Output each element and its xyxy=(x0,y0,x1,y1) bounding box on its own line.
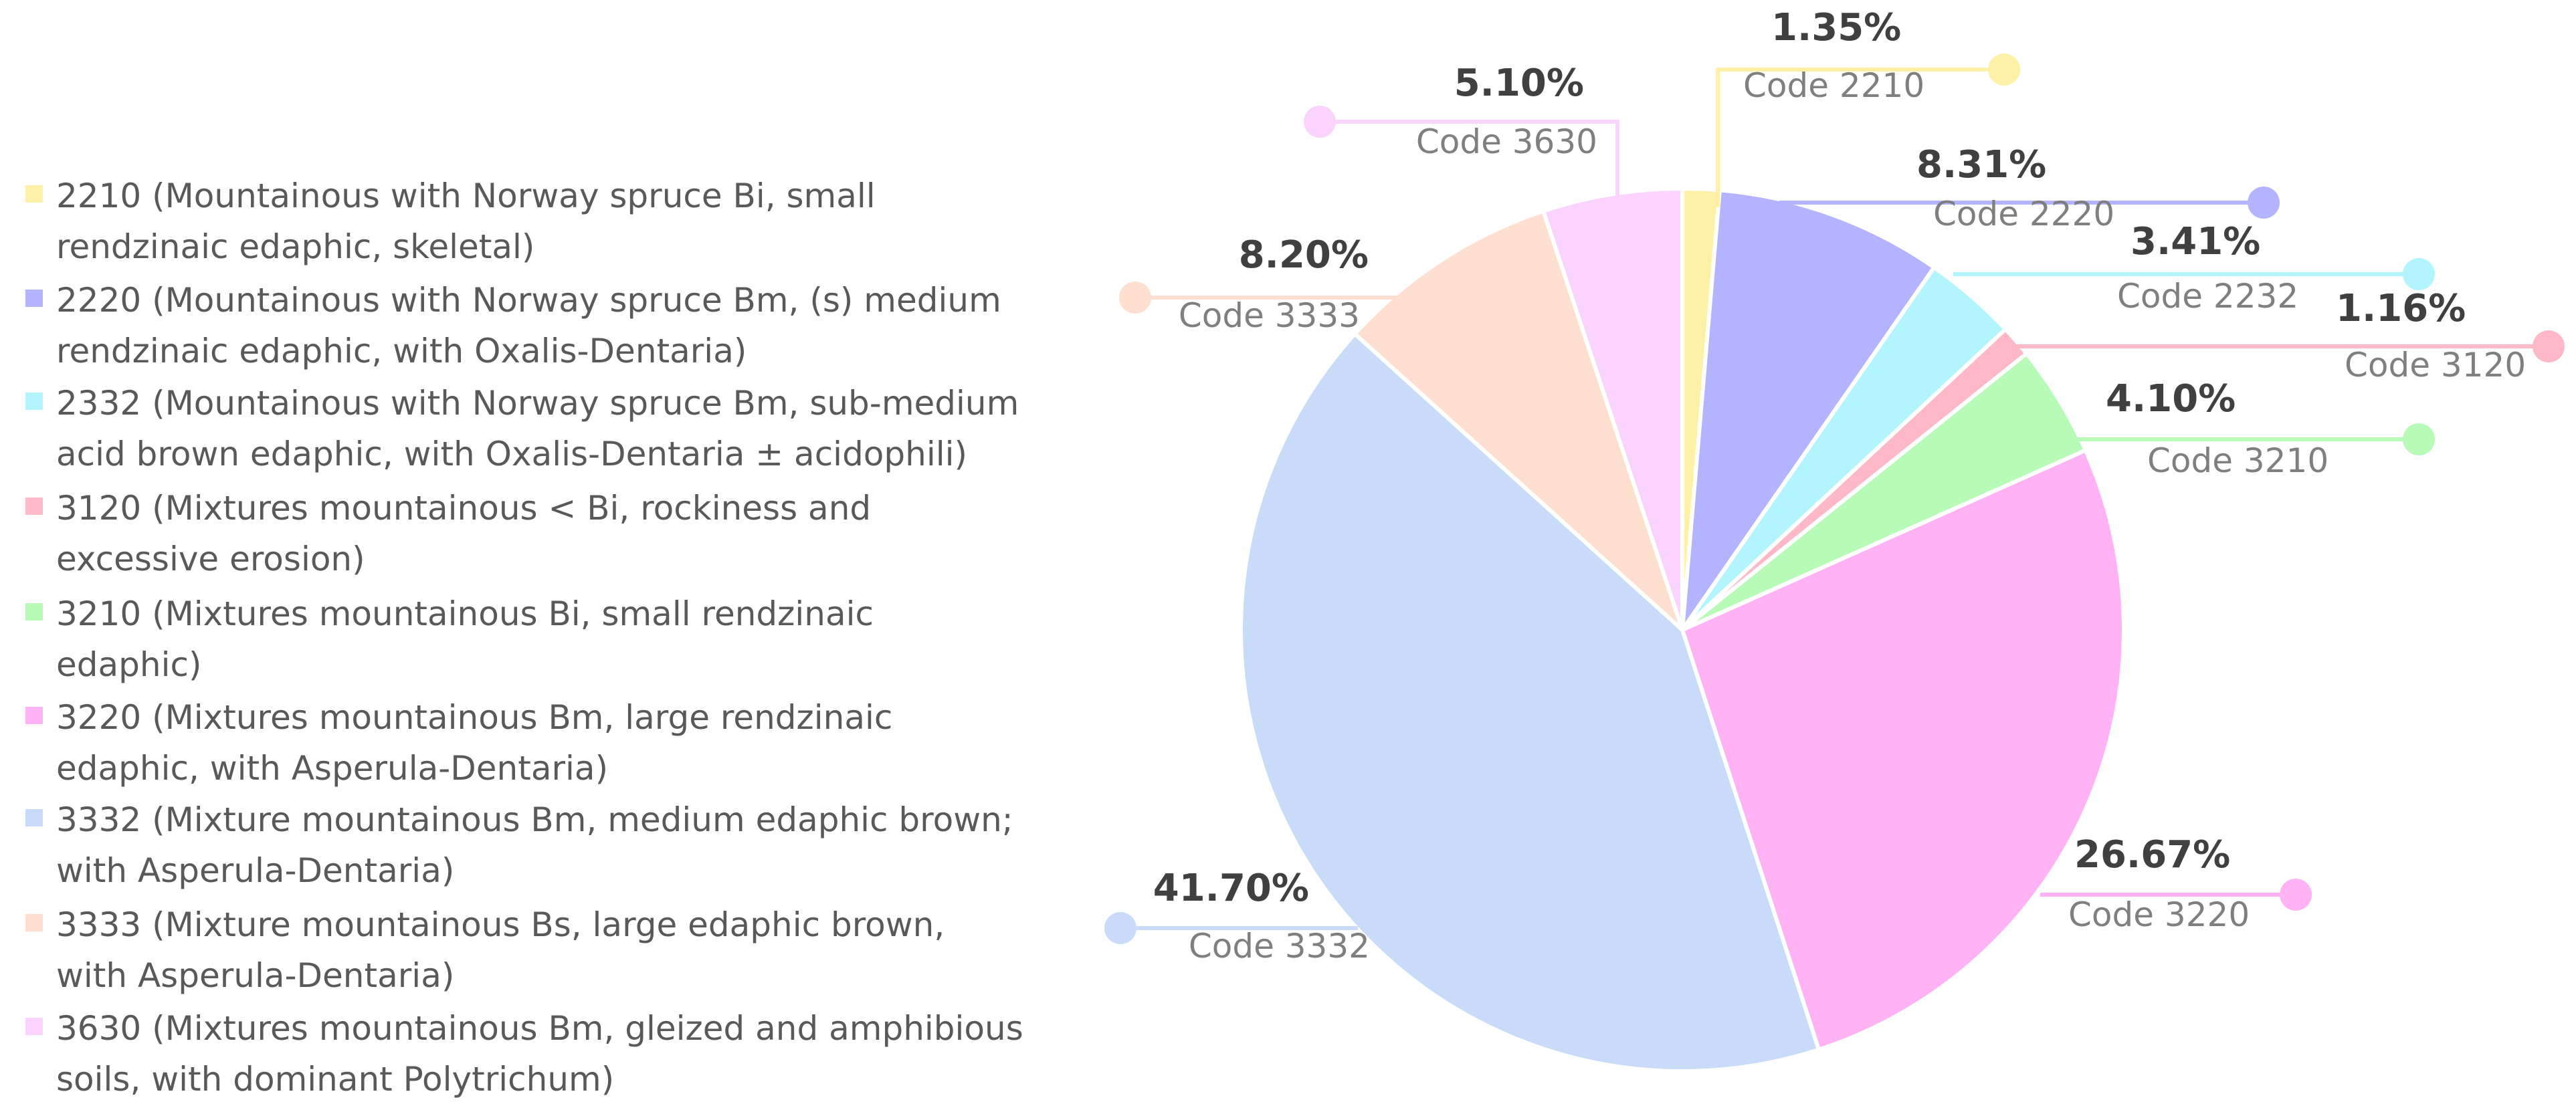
pie-slice-3630 xyxy=(1541,186,1684,631)
legend-label: 3332 (Mixture mountainous Bm, medium eda… xyxy=(56,800,1013,890)
leader-dot-3333 xyxy=(1119,282,1151,314)
data-label-code-3332: Code 3332 xyxy=(1189,927,1370,966)
pie-slice-3333 xyxy=(1352,208,1687,637)
pie-slice-3332 xyxy=(1239,331,1821,1073)
data-label-pct-2210: 1.35% xyxy=(1771,6,1901,49)
leader-dot-2220 xyxy=(2248,187,2280,219)
legend-swatch xyxy=(25,185,43,203)
data-label-code-2232: Code 2232 xyxy=(2117,277,2298,316)
data-label-pct-3210: 4.10% xyxy=(2106,377,2236,421)
pie-slice-3220 xyxy=(1680,447,2126,1052)
legend-swatch xyxy=(25,914,43,931)
callout-3210: 4.10% Code 3210 xyxy=(2074,377,2435,480)
data-label-pct-2220: 8.31% xyxy=(1916,143,2046,187)
pie-slice-2220 xyxy=(1680,188,1937,637)
callout-3120: 1.16% Code 3120 xyxy=(2013,287,2565,384)
data-label-pct-2232: 3.41% xyxy=(2131,220,2260,263)
leader-dot-3210 xyxy=(2403,423,2435,455)
legend-swatch xyxy=(25,809,43,826)
data-label-pct-3120: 1.16% xyxy=(2336,287,2466,330)
leader-line-3630 xyxy=(1320,120,1619,204)
data-label-code-2210: Code 2210 xyxy=(1743,66,1924,105)
legend-label: 2220 (Mountainous with Norway spruce Bm,… xyxy=(56,281,1001,370)
data-label-code-3210: Code 3210 xyxy=(2147,441,2329,480)
leader-dot-2210 xyxy=(1988,53,2020,86)
legend-swatch xyxy=(25,603,43,621)
data-label-pct-3333: 8.20% xyxy=(1239,233,1369,277)
data-label-code-3333: Code 3333 xyxy=(1179,296,1360,335)
legend-label: 2210 (Mountainous with Norway spruce Bi,… xyxy=(56,177,876,266)
leader-line-2210 xyxy=(1716,68,2004,207)
callout-3630: 5.10% Code 3630 xyxy=(1304,62,1619,204)
legend-label: 3210 (Mixtures mountainous Bi, small ren… xyxy=(56,594,874,684)
data-label-code-3120: Code 3120 xyxy=(2345,346,2526,384)
callout-2210: 1.35% Code 2210 xyxy=(1716,6,2020,207)
data-label-pct-3220: 26.67% xyxy=(2074,833,2230,877)
legend-swatch xyxy=(25,707,43,724)
legend-swatch xyxy=(25,497,43,515)
data-label-code-3220: Code 3220 xyxy=(2068,895,2250,934)
legend-swatch xyxy=(25,393,43,410)
legend-swatch xyxy=(25,290,43,307)
callout-3333: 8.20% Code 3333 xyxy=(1119,233,1398,335)
data-label-code-2220: Code 2220 xyxy=(1933,195,2114,233)
data-label-pct-3630: 5.10% xyxy=(1454,62,1584,105)
legend-label: 3333 (Mixture mountainous Bs, large edap… xyxy=(56,905,945,995)
callout-2232: 3.41% Code 2232 xyxy=(1953,220,2435,316)
leader-dot-3220 xyxy=(2280,879,2312,911)
data-label-code-3630: Code 3630 xyxy=(1416,122,1597,161)
callout-3332: 41.70% Code 3332 xyxy=(1104,867,1370,966)
leader-dot-2232 xyxy=(2403,258,2435,290)
leader-dot-3630 xyxy=(1304,106,1336,138)
legend-label: 3220 (Mixtures mountainous Bm, large ren… xyxy=(56,698,893,788)
data-label-pct-3332: 41.70% xyxy=(1153,867,1309,910)
legend-label: 2332 (Mountainous with Norway spruce Bm,… xyxy=(56,384,1019,473)
legend-label: 3120 (Mixtures mountainous < Bi, rockine… xyxy=(56,489,872,578)
leader-dot-3120 xyxy=(2533,330,2565,362)
leader-dot-3332 xyxy=(1104,912,1136,944)
callout-3220: 26.67% Code 3220 xyxy=(2040,833,2312,934)
legend-label: 3630 (Mixtures mountainous Bm, gleized a… xyxy=(56,1009,1023,1099)
callout-2220: 8.31% Code 2220 xyxy=(1779,143,2280,233)
legend-swatch xyxy=(25,1018,43,1035)
